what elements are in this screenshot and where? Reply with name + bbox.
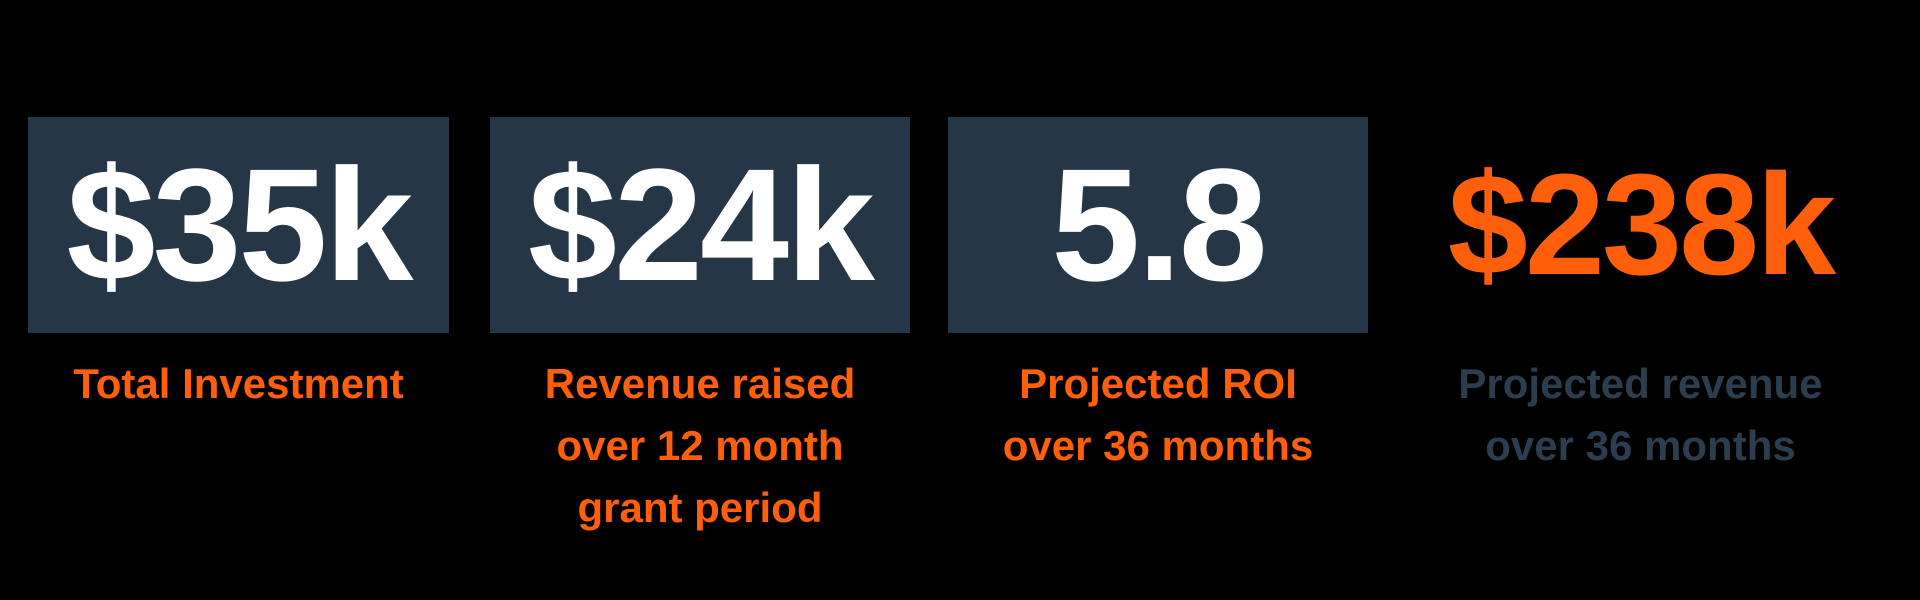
- stat-value-box: $35k: [28, 117, 449, 333]
- stat-label: Total Investment: [73, 360, 404, 407]
- stat-card-projected-roi: 5.8 Projected ROI over 36 months: [948, 117, 1368, 477]
- stat-card-projected-revenue: $238k Projected revenue over 36 months: [1418, 117, 1863, 477]
- stat-card-total-investment: $35k Total Investment: [28, 117, 449, 415]
- stat-value-plain: $238k: [1447, 144, 1836, 305]
- stat-label: Projected ROI over 36 months: [1002, 360, 1314, 469]
- stat-value-box: $24k: [490, 117, 910, 333]
- stat-label: Revenue raised over 12 month grant perio…: [544, 360, 856, 531]
- stat-card-revenue-raised: $24k Revenue raised over 12 month grant …: [490, 117, 910, 539]
- stat-label: Projected revenue over 36 months: [1458, 360, 1823, 469]
- stat-value-box: 5.8: [948, 117, 1368, 333]
